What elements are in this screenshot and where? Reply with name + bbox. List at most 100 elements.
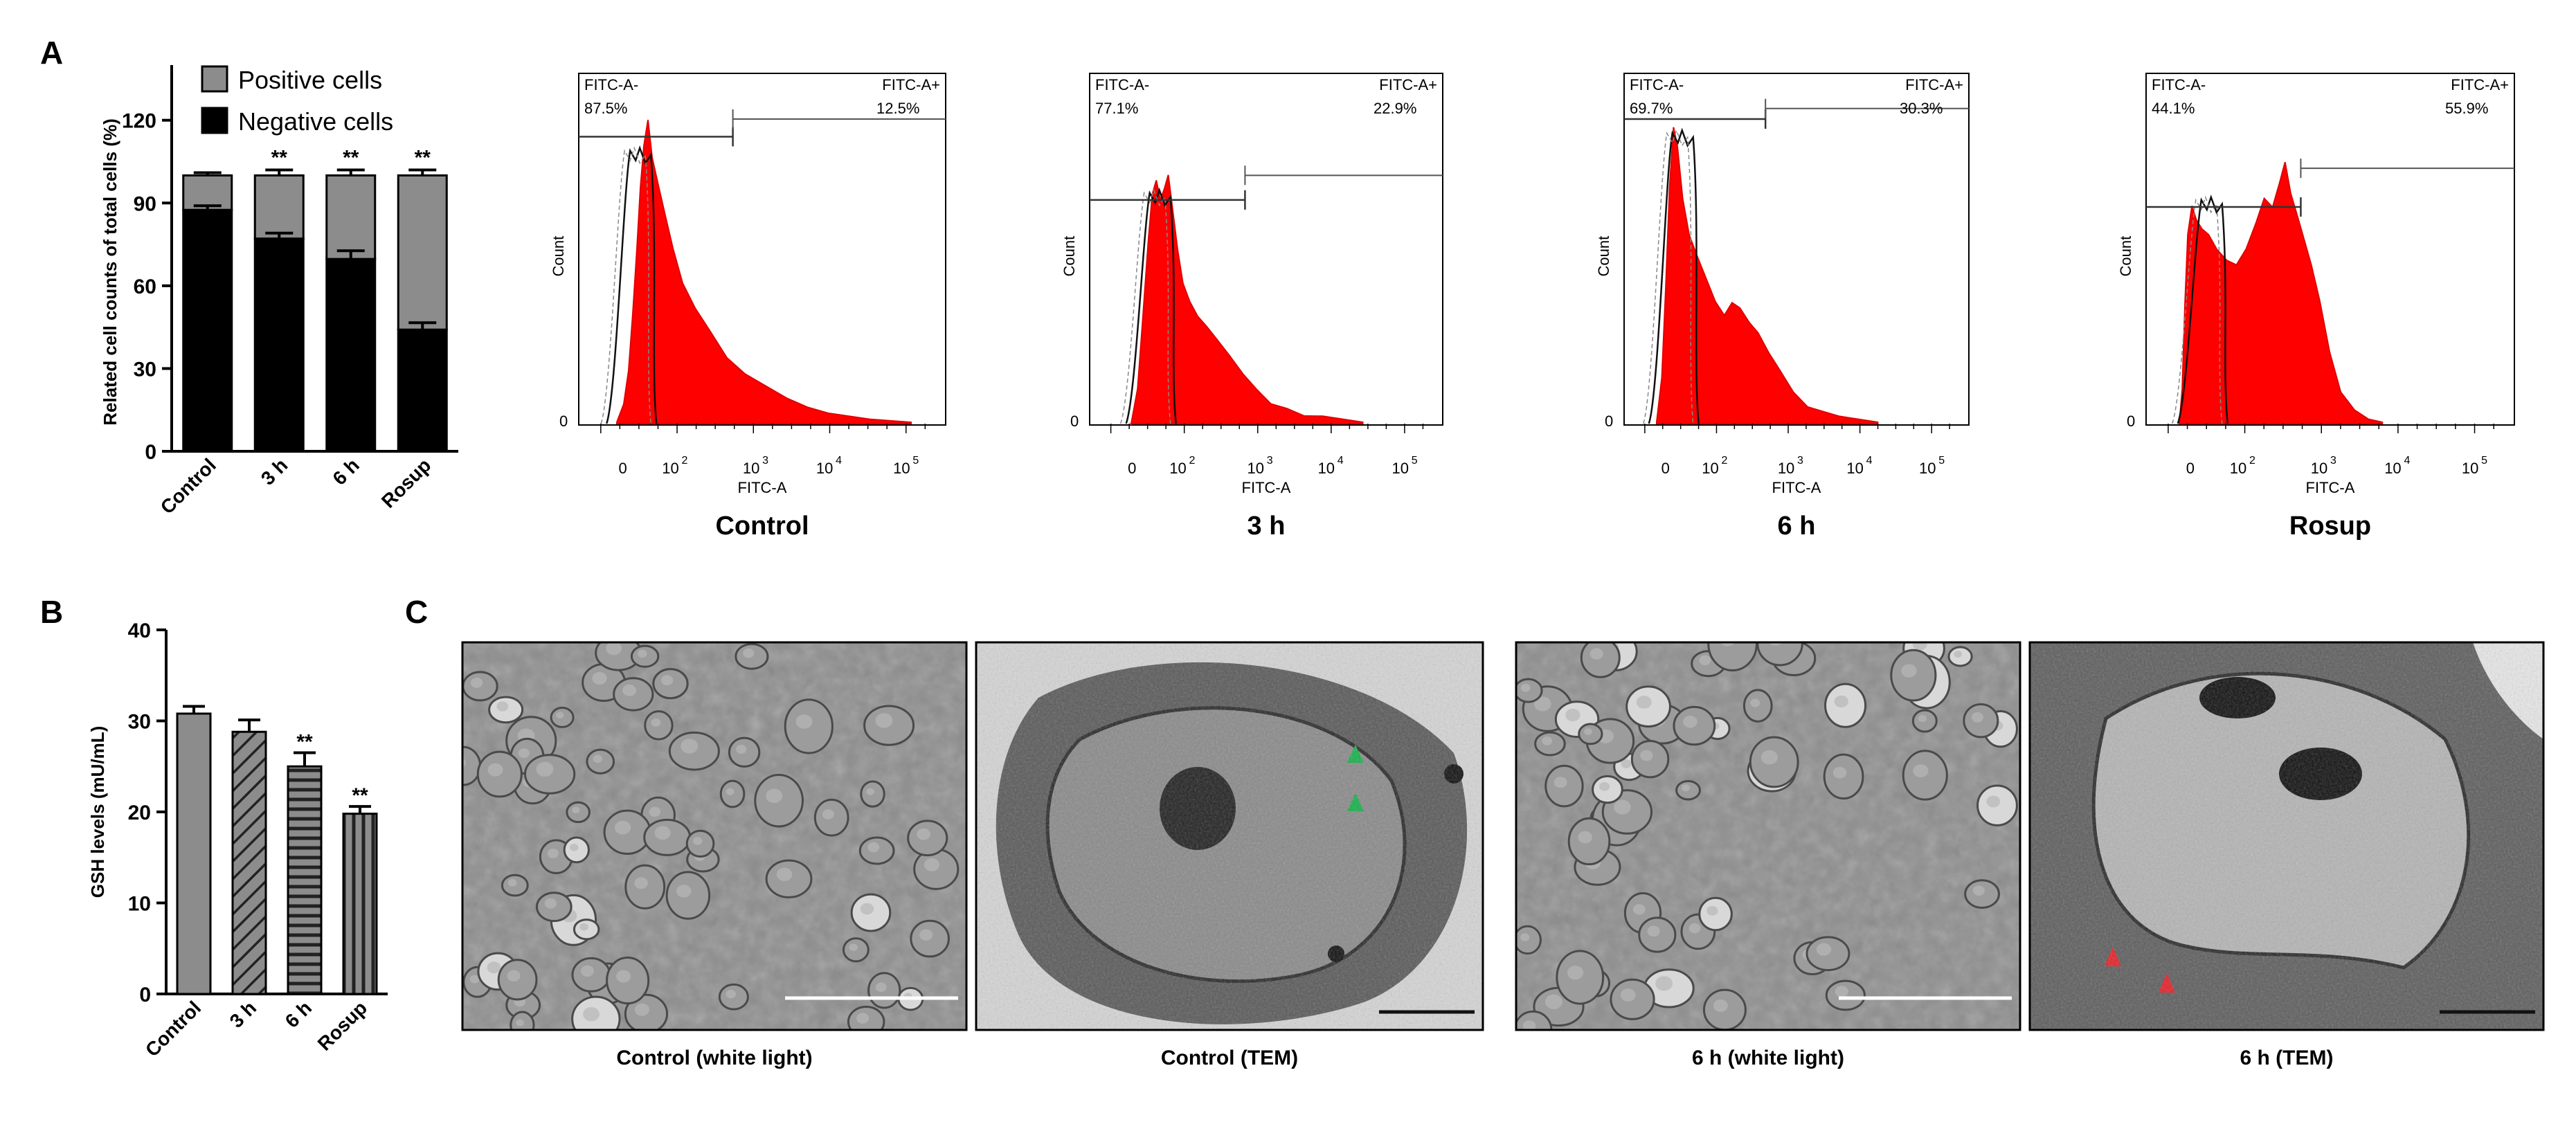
cell-highlight bbox=[1542, 736, 1553, 745]
x-tick-label: 10 bbox=[1247, 460, 1263, 477]
cell-highlight bbox=[649, 806, 661, 817]
x-tick-exponent: 2 bbox=[1722, 455, 1728, 467]
cell-highlight bbox=[776, 867, 793, 882]
cell-highlight bbox=[651, 718, 661, 727]
histogram-title: 3 h bbox=[1248, 512, 1286, 541]
count-axis-label: Count bbox=[1061, 236, 1078, 277]
x-tick-label: 0 bbox=[618, 460, 627, 477]
cell-highlight bbox=[1620, 988, 1636, 1002]
count-axis-label: Count bbox=[2117, 236, 2134, 277]
cell-highlight bbox=[1912, 642, 1927, 651]
cell-highlight bbox=[676, 885, 692, 898]
x-tick-label: 10 bbox=[2230, 460, 2246, 477]
bar-negative bbox=[182, 208, 233, 453]
x-tick-exponent: 3 bbox=[762, 455, 768, 467]
x-tick-label: 10 bbox=[1169, 460, 1186, 477]
cell-highlight bbox=[570, 844, 579, 851]
count-axis-label: Count bbox=[1595, 236, 1612, 277]
cell-highlight bbox=[1636, 696, 1652, 709]
tem-texture bbox=[2030, 642, 2543, 1030]
cell-highlight bbox=[622, 684, 637, 696]
plot-frame bbox=[1089, 73, 1443, 426]
tem-texture bbox=[976, 642, 1483, 1030]
bar-positive bbox=[397, 174, 448, 331]
cell-highlight bbox=[1720, 642, 1736, 646]
y-tick-label: 40 bbox=[128, 619, 151, 642]
cell-highlight bbox=[462, 758, 466, 768]
cell-highlight bbox=[866, 788, 875, 795]
cell-highlight bbox=[496, 701, 509, 712]
gate-negative-label: FITC-A- bbox=[1095, 76, 1149, 93]
count-axis-label: Count bbox=[550, 236, 567, 277]
gate-positive-percent: 30.3% bbox=[1900, 100, 1943, 117]
micrograph-frame bbox=[975, 641, 1484, 1031]
significance-marker: ** bbox=[352, 784, 368, 807]
gate-positive-percent: 12.5% bbox=[876, 100, 919, 117]
x-axis-label: FITC-A bbox=[2306, 479, 2355, 496]
micrograph-panels: Control (white light) Control (TEM) 6 h (w… bbox=[461, 641, 2545, 1069]
category-label: 6 h bbox=[281, 997, 316, 1032]
x-tick-exponent: 5 bbox=[2481, 455, 2487, 467]
x-tick-exponent: 3 bbox=[1797, 455, 1803, 467]
cell-highlight bbox=[1835, 986, 1849, 997]
x-tick-label: 10 bbox=[1846, 460, 1863, 477]
cell-highlight bbox=[1621, 759, 1632, 768]
cell-highlight bbox=[1918, 715, 1927, 723]
count-zero-label: 0 bbox=[2127, 413, 2135, 430]
gate-positive-percent: 22.9% bbox=[1373, 100, 1416, 117]
cell-highlight bbox=[536, 761, 554, 777]
cell-highlight bbox=[681, 739, 699, 754]
x-tick-exponent: 2 bbox=[682, 455, 688, 467]
legend-swatch-negative bbox=[201, 107, 228, 134]
micrograph-image bbox=[976, 642, 1483, 1030]
cell-highlight bbox=[1688, 923, 1701, 934]
cell-highlight bbox=[638, 649, 647, 658]
x-tick-label: 10 bbox=[1392, 460, 1409, 477]
cell-highlight bbox=[581, 965, 594, 977]
cell-highlight bbox=[1913, 764, 1929, 778]
cell-highlight bbox=[518, 748, 530, 759]
panel-letter-a: A bbox=[40, 35, 63, 71]
x-tick-label: 10 bbox=[2462, 460, 2478, 477]
x-tick-label: 0 bbox=[2186, 460, 2195, 477]
gate-positive-label: FITC-A+ bbox=[2451, 76, 2509, 93]
legend-label-negative: Negative cells bbox=[238, 107, 393, 136]
bar-negative bbox=[397, 328, 448, 453]
gate-negative-label: FITC-A- bbox=[2152, 76, 2206, 93]
negative-control-outline-dashed bbox=[600, 146, 651, 424]
cell-highlight bbox=[1834, 695, 1848, 708]
x-axis-label: FITC-A bbox=[1772, 479, 1821, 496]
histogram-area bbox=[2179, 162, 2384, 424]
cell-highlight bbox=[583, 1006, 600, 1022]
y-tick-label: 90 bbox=[134, 192, 156, 215]
histogram-area bbox=[1130, 174, 1364, 426]
micrograph-image bbox=[462, 642, 966, 1030]
negative-control-outline-dashed bbox=[2172, 195, 2223, 424]
x-tick-label: 10 bbox=[1919, 460, 1936, 477]
cell-highlight bbox=[1640, 750, 1653, 761]
cell-highlight bbox=[592, 671, 607, 685]
x-tick-exponent: 3 bbox=[2330, 455, 2336, 467]
cell-highlight bbox=[1544, 994, 1562, 1010]
cell-highlight bbox=[470, 678, 483, 688]
x-tick-label: 10 bbox=[662, 460, 678, 477]
gate-positive-label: FITC-A+ bbox=[1379, 76, 1437, 93]
micrograph-frame bbox=[1515, 641, 2021, 1031]
category-label: Rosup bbox=[377, 454, 435, 512]
gate-positive-label: FITC-A+ bbox=[882, 76, 940, 93]
panel-letter-c: C bbox=[405, 594, 428, 630]
cell-highlight bbox=[917, 828, 930, 840]
cell-highlight bbox=[1971, 712, 1984, 723]
cell-highlight bbox=[634, 1003, 649, 1016]
x-tick-exponent: 3 bbox=[1267, 455, 1273, 467]
legend-swatch-positive bbox=[201, 65, 228, 93]
negative-control-outline bbox=[2177, 194, 2229, 424]
cell-highlight bbox=[1683, 715, 1697, 728]
y-tick-label: 60 bbox=[134, 275, 156, 298]
cell-highlight bbox=[1832, 766, 1847, 779]
y-tick-label: 120 bbox=[122, 110, 156, 133]
cell-highlight bbox=[849, 943, 858, 952]
